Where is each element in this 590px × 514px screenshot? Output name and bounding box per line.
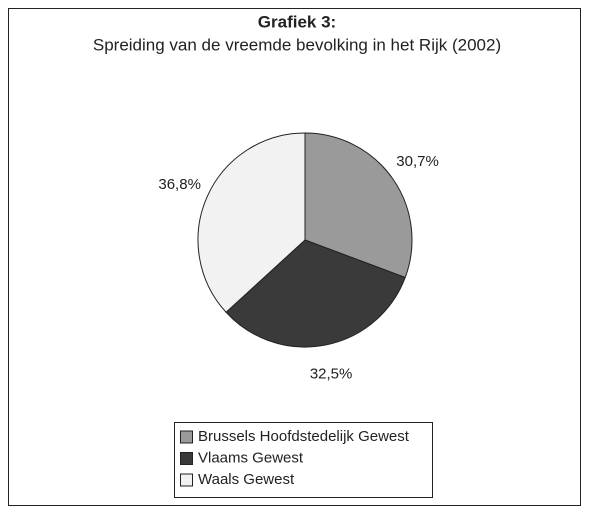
- legend-label: Vlaams Gewest: [198, 449, 304, 466]
- pie-slice: [304, 132, 413, 279]
- chart-title: Grafiek 3:: [258, 12, 336, 31]
- legend-swatch: [180, 430, 193, 444]
- data-label: 32,5%: [310, 365, 353, 382]
- legend-swatch: [180, 452, 193, 465]
- frame: [8, 8, 581, 506]
- pie-slice: [225, 239, 406, 348]
- chart-subtitle: Spreiding van de vreemde bevolking in he…: [93, 35, 501, 54]
- pie-slice: [197, 132, 306, 313]
- data-label: 30,7%: [396, 153, 439, 170]
- data-label: 36,8%: [158, 176, 201, 193]
- legend-label: Waals Gewest: [198, 471, 295, 488]
- legend-swatch: [180, 473, 193, 487]
- legend-label: Brussels Hoofdstedelijk Gewest: [198, 428, 410, 445]
- legend: [174, 422, 433, 498]
